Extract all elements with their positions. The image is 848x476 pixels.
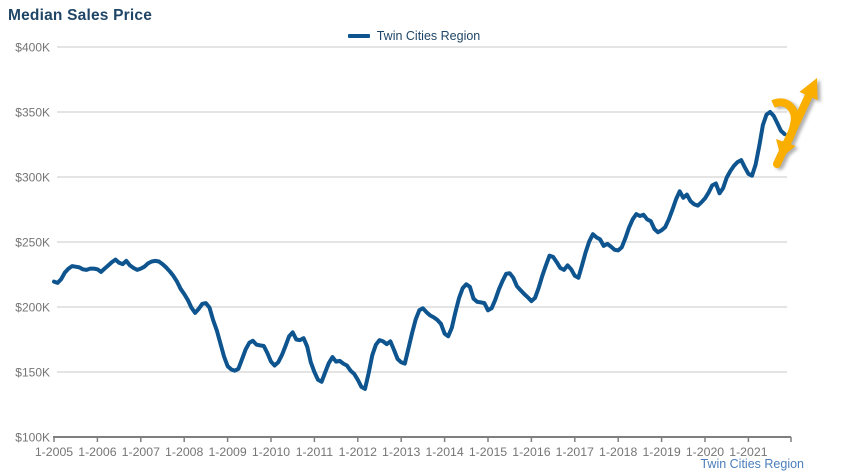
x-tick-label: 1-2017: [556, 445, 594, 459]
x-tick-label: 1-2011: [296, 445, 334, 459]
gridlines: [57, 46, 787, 373]
x-tick-label: 1-2021: [729, 445, 767, 459]
price-line-series: [52, 110, 787, 391]
x-tick-label: 1-2015: [469, 445, 507, 459]
y-tick-label: $400K: [15, 41, 50, 55]
y-tick-label: $300K: [15, 171, 50, 185]
y-tick-label: $100K: [15, 431, 50, 445]
x-tick-label: 1-2016: [512, 445, 550, 459]
x-tick-label: 1-2005: [35, 445, 73, 459]
chart-title: Median Sales Price: [8, 7, 153, 24]
x-tick-label: 1-2018: [599, 445, 637, 459]
x-tick-label: 1-2008: [165, 445, 203, 459]
y-axis-labels: $100K $150K $200K $250K $300K $350K $400K: [15, 41, 50, 445]
y-tick-label: $350K: [15, 106, 50, 120]
x-tick-label: 1-2020: [686, 445, 724, 459]
x-tick-label: 1-2006: [78, 445, 116, 459]
x-tick-label: 1-2012: [339, 445, 377, 459]
x-tick-label: 1-2007: [122, 445, 160, 459]
y-tick-label: $200K: [15, 301, 50, 315]
price-line: [52, 110, 787, 391]
x-tick-label: 1-2009: [208, 445, 246, 459]
x-tick-label: 1-2010: [252, 445, 290, 459]
trend-annotation: [771, 78, 818, 168]
source-label: Twin Cities Region: [700, 457, 804, 471]
x-tick-label: 1-2014: [425, 445, 463, 459]
x-axis: [53, 436, 792, 442]
y-tick-label: $150K: [15, 366, 50, 380]
x-axis-labels: 1-2005 1-2006 1-2007 1-2008 1-2009 1-2010 1-20…: [35, 445, 768, 459]
x-tick-label: 1-2013: [382, 445, 420, 459]
y-tick-label: $250K: [15, 236, 50, 250]
x-tick-label: 1-2019: [642, 445, 680, 459]
upward-trend-arrow-icon: [773, 78, 818, 168]
